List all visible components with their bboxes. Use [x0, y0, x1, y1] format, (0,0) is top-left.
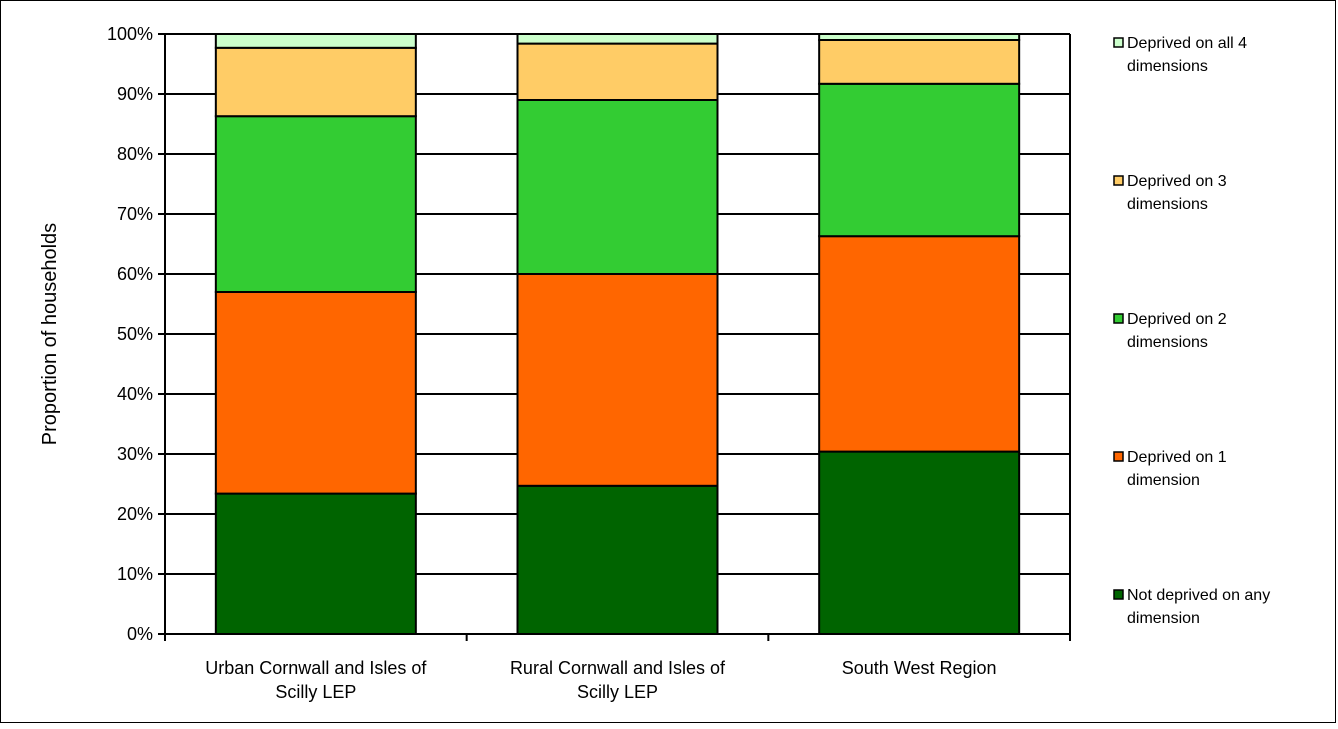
y-tick-label: 90% [117, 84, 153, 104]
y-tick-label: 80% [117, 144, 153, 164]
legend-swatch [1113, 451, 1124, 462]
bar-segment [818, 33, 1021, 41]
legend-label-line: dimensions [1127, 196, 1208, 213]
bar-segment [214, 492, 417, 635]
y-axis-title: Proportion of households [39, 223, 61, 445]
x-tick-label-line: Rural Cornwall and Isles of [510, 658, 726, 678]
legend-label-line: dimension [1127, 610, 1200, 627]
x-tick-label: Urban Cornwall and Isles of Scilly LEP [205, 658, 427, 702]
y-tick-label: 20% [117, 504, 153, 524]
legend-label-line: Deprived on 2 [1127, 311, 1227, 328]
bar-segment [818, 39, 1021, 85]
legend-label-line: Not deprived on any [1127, 587, 1270, 604]
bar-segment [818, 450, 1021, 635]
x-tick-label: Rural Cornwall and Isles of Scilly LEP [510, 658, 726, 702]
legend-label-line: Deprived on 1 [1127, 449, 1227, 466]
legend-label-line: dimensions [1127, 58, 1208, 75]
bar-segment [214, 46, 417, 118]
legend-swatch [1113, 589, 1124, 600]
axes: 0% 10% 20% 30% 40% 50% 60% 70% 80% 90% 100% Urban C… [39, 24, 1071, 702]
x-tick-label-line: South West Region [842, 658, 997, 678]
bar-segment [516, 273, 719, 487]
y-tick-label: 70% [117, 204, 153, 224]
legend-label-line: Deprived on all 4 [1127, 35, 1247, 52]
y-tick-label: 40% [117, 384, 153, 404]
legend-label-line: dimension [1127, 472, 1200, 489]
bar-segment [516, 484, 719, 635]
bar-segment [214, 291, 417, 495]
y-tick-label: 0% [127, 624, 153, 644]
bars [214, 33, 1021, 635]
legend-label: Deprived on 2 dimensions [1127, 311, 1227, 351]
x-tick-label: South West Region [842, 658, 997, 678]
bar-segment [516, 33, 719, 45]
x-tick-label-line: Urban Cornwall and Isles of [205, 658, 427, 678]
y-tick-label: 30% [117, 444, 153, 464]
bar-segment [516, 99, 719, 275]
legend-swatch [1113, 37, 1124, 48]
legend-swatch [1113, 175, 1124, 186]
bar-segment [818, 235, 1021, 453]
bar-segment [516, 42, 719, 101]
legend-label: Not deprived on any dimension [1127, 587, 1270, 627]
x-tick-label-line: Scilly LEP [275, 682, 356, 702]
y-tick-label: 100% [107, 24, 153, 44]
bar-segment [818, 82, 1021, 238]
bar-segment [214, 33, 417, 49]
y-tick-label: 10% [117, 564, 153, 584]
legend-label-line: Deprived on 3 [1127, 173, 1227, 190]
legend-label: Deprived on 1 dimension [1127, 449, 1227, 489]
x-tick-label-line: Scilly LEP [577, 682, 658, 702]
y-tick-label: 50% [117, 324, 153, 344]
legend-label: Deprived on all 4 dimensions [1127, 35, 1247, 75]
bar-segment [214, 115, 417, 293]
y-tick-label: 60% [117, 264, 153, 284]
legend-label-line: dimensions [1127, 334, 1208, 351]
legend-label: Deprived on 3 dimensions [1127, 173, 1227, 213]
legend-swatch [1113, 313, 1124, 324]
